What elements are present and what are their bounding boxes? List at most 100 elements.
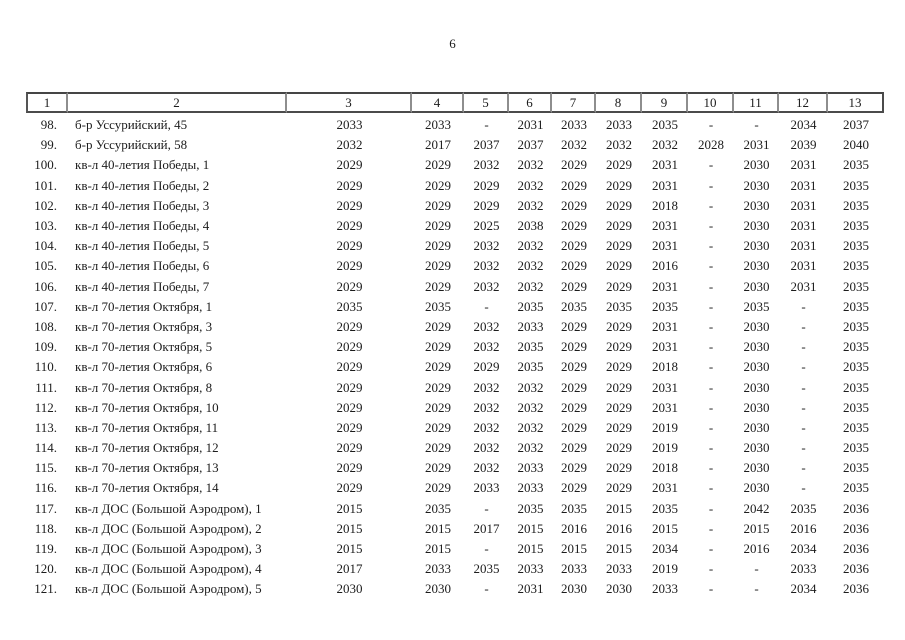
row-number: 101. (34, 177, 57, 193)
table-row: 98. б-р Уссурийский, 45 2033 2033 - 2031 2033 2… (26, 115, 884, 135)
row-number: 112. (34, 399, 57, 415)
header-cell-11: 11 (734, 92, 779, 113)
year-cell: 2030 (743, 399, 770, 415)
table-row: 102. кв-л 40-летия Победы, 3 2029 2029 2029 2… (26, 196, 884, 216)
year-cell: 2029 (561, 359, 587, 375)
year-cell: 2029 (425, 399, 451, 415)
year-cell: 2016 (606, 520, 632, 536)
year-cell: 2029 (425, 197, 451, 213)
year-cell: 2035 (561, 298, 587, 314)
year-cell: 2015 (517, 520, 544, 536)
year-cell: 2031 (790, 177, 817, 193)
year-cell: 2031 (790, 258, 817, 274)
year-cell: 2029 (336, 460, 363, 476)
table-row: 109. кв-л 70-летия Октября, 5 2029 2029 2032… (26, 337, 884, 357)
row-number: 102. (34, 197, 57, 213)
year-cell: - (801, 379, 806, 395)
row-address: кв-л 40-летия Победы, 7 (75, 278, 210, 294)
year-cell: - (708, 419, 714, 435)
year-cell: 2029 (425, 258, 451, 274)
year-cell: 2032 (473, 399, 500, 415)
year-cell: 2042 (743, 500, 770, 516)
year-cell: - (754, 581, 759, 597)
year-cell: 2032 (517, 238, 544, 254)
year-cell: 2029 (425, 177, 451, 193)
year-cell: 2029 (336, 339, 363, 355)
year-cell: 2035 (843, 177, 869, 193)
row-address: кв-л 70-летия Октября, 10 (75, 399, 219, 415)
year-cell: 2017 (473, 520, 500, 536)
year-cell: 2029 (561, 218, 587, 234)
year-cell: - (801, 419, 806, 435)
year-cell: 2035 (606, 298, 632, 314)
year-cell: - (801, 399, 806, 415)
year-cell: 2034 (652, 541, 678, 557)
row-address: кв-л 40-летия Победы, 3 (75, 197, 210, 213)
row-address: кв-л 70-летия Октября, 13 (75, 460, 219, 476)
year-cell: 2015 (743, 520, 770, 536)
year-cell: 2035 (843, 278, 869, 294)
year-cell: 2035 (517, 500, 544, 516)
year-cell: 2016 (790, 520, 817, 536)
year-cell: 2029 (473, 359, 500, 375)
year-cell: 2029 (336, 440, 363, 456)
year-cell: - (708, 581, 714, 597)
year-cell: 2035 (843, 440, 869, 456)
year-cell: 2029 (606, 339, 632, 355)
row-address: кв-л 70-летия Октября, 12 (75, 440, 219, 456)
year-cell: 2036 (843, 500, 869, 516)
year-cell: 2029 (561, 157, 587, 173)
table-row: 103. кв-л 40-летия Победы, 4 2029 2029 2025 2… (26, 216, 884, 236)
year-cell: 2035 (843, 480, 869, 496)
year-cell: 2035 (843, 318, 869, 334)
year-cell: 2035 (843, 460, 869, 476)
year-cell: 2029 (473, 177, 500, 193)
year-cell: 2035 (843, 218, 869, 234)
year-cell: - (708, 238, 714, 254)
year-cell: 2039 (790, 137, 817, 153)
year-cell: 2030 (743, 278, 770, 294)
year-cell: 2035 (843, 359, 869, 375)
table-row: 111. кв-л 70-летия Октября, 8 2029 2029 2032… (26, 377, 884, 397)
year-cell: 2033 (473, 480, 500, 496)
year-cell: 2032 (473, 278, 500, 294)
year-cell: 2029 (606, 440, 632, 456)
year-cell: - (708, 258, 714, 274)
year-cell: 2035 (843, 339, 869, 355)
row-address: кв-л 40-летия Победы, 5 (75, 238, 210, 254)
table-row: 118. кв-л ДОС (Большой Аэродром), 2 2015 20… (26, 519, 884, 539)
row-address: кв-л 70-летия Октября, 11 (75, 419, 219, 435)
year-cell: 2032 (473, 339, 500, 355)
row-address: кв-л 40-летия Победы, 6 (75, 258, 210, 274)
year-cell: 2035 (843, 157, 869, 173)
row-number: 100. (34, 157, 57, 173)
year-cell: 2032 (473, 238, 500, 254)
table-row: 114. кв-л 70-летия Октября, 12 2029 2029 203… (26, 438, 884, 458)
year-cell: 2040 (843, 137, 869, 153)
year-cell: 2035 (652, 298, 678, 314)
table-row: 112. кв-л 70-летия Октября, 10 2029 2029 203… (26, 398, 884, 418)
table-row: 120. кв-л ДОС (Большой Аэродром), 4 2017 20… (26, 559, 884, 579)
year-cell: - (801, 460, 806, 476)
year-cell: - (484, 298, 489, 314)
year-cell: 2019 (652, 440, 678, 456)
year-cell: 2029 (606, 278, 632, 294)
year-cell: - (801, 480, 806, 496)
year-cell: 2015 (606, 500, 632, 516)
year-cell: 2030 (743, 419, 770, 435)
year-cell: 2029 (606, 480, 632, 496)
year-cell: 2035 (790, 500, 817, 516)
row-address: кв-л 70-летия Октября, 8 (75, 379, 213, 395)
year-cell: 2033 (517, 318, 544, 334)
year-cell: 2029 (561, 440, 587, 456)
table-row: 115. кв-л 70-летия Октября, 13 2029 2029 203… (26, 458, 884, 478)
year-cell: 2032 (473, 318, 500, 334)
year-cell: 2032 (473, 258, 500, 274)
year-cell: 2029 (336, 419, 363, 435)
year-cell: - (708, 480, 714, 496)
row-number: 117. (34, 500, 57, 516)
year-cell: 2031 (652, 238, 678, 254)
year-cell: 2032 (473, 419, 500, 435)
table-row: 107. кв-л 70-летия Октября, 1 2035 2035 - 203… (26, 297, 884, 317)
year-cell: 2029 (606, 197, 632, 213)
